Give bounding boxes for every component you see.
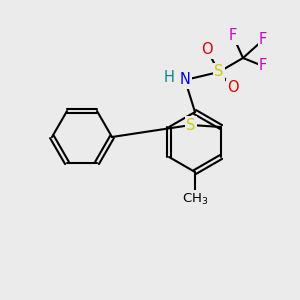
Text: H: H bbox=[164, 70, 174, 86]
Text: S: S bbox=[186, 118, 196, 133]
Text: CH$_3$: CH$_3$ bbox=[182, 191, 208, 206]
Text: O: O bbox=[201, 43, 213, 58]
Text: F: F bbox=[259, 32, 267, 47]
Text: F: F bbox=[229, 28, 237, 44]
Text: S: S bbox=[214, 64, 224, 80]
Text: O: O bbox=[227, 80, 239, 95]
Text: N: N bbox=[180, 73, 190, 88]
Text: F: F bbox=[259, 58, 267, 74]
